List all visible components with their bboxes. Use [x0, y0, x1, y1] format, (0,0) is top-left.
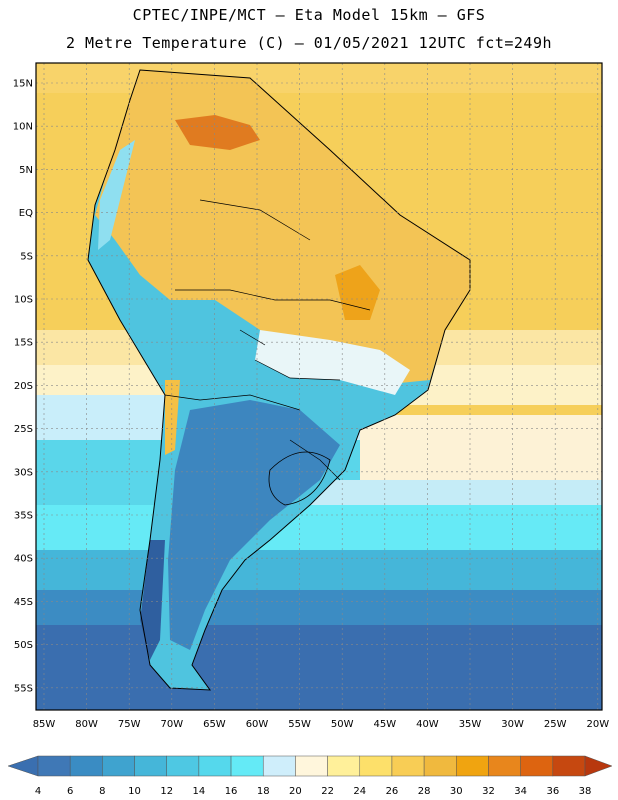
colorbar-swatch: [262, 755, 296, 777]
chart-subtitle: 2 Metre Temperature (C) – 01/05/2021 12U…: [65, 34, 553, 52]
amazon-warm: [95, 70, 470, 385]
lat-label: 45S: [14, 597, 33, 608]
colorbar-tick-label: 30: [450, 786, 463, 797]
atacama-warm: [165, 380, 180, 455]
pantanal-cool: [255, 330, 410, 395]
colorbar-tick-label: 14: [193, 786, 206, 797]
lon-label: 60W: [246, 719, 269, 730]
colorbar-swatch: [423, 755, 457, 777]
latitude-labels: 15N 10N 5N EQ 5S 10S 15S 20S 25S 30S 35S 40S 45S 50S 5…: [13, 79, 33, 695]
colorbar-swatch: [552, 755, 586, 777]
lat-label: 40S: [14, 554, 33, 565]
colorbar-swatch: [456, 755, 489, 777]
lat-label: 15S: [14, 338, 33, 349]
lon-label: 50W: [331, 719, 354, 730]
colorbar-swatch: [488, 755, 521, 777]
colorbar-low-arrow: [7, 755, 39, 777]
venezuela-hot: [175, 115, 260, 150]
colorbar-swatch: [230, 755, 264, 777]
lat-label: 15N: [13, 79, 33, 90]
colorbar-swatch: [37, 755, 71, 777]
lon-label: 25W: [544, 719, 567, 730]
colombia-andes: [98, 140, 135, 250]
colorbar-swatch: [391, 755, 425, 777]
colorbar-tick-label: 24: [353, 786, 366, 797]
lat-label: 5S: [20, 251, 33, 262]
cyan-band: [36, 505, 602, 555]
uruguay-lagoon: [268, 451, 331, 506]
colorbar-swatch: [295, 755, 328, 777]
lon-label: 20W: [586, 719, 609, 730]
colorbar-tick-label: 28: [418, 786, 431, 797]
colorbar-tick-label: 22: [321, 786, 334, 797]
grid-lines: [36, 63, 602, 710]
temperature-field: [36, 63, 602, 710]
lon-label: 65W: [203, 719, 226, 730]
country-borders: [164, 199, 371, 481]
north-band: [36, 63, 602, 93]
southern-band: [36, 625, 602, 710]
colorbar-tick-label: 8: [99, 786, 105, 797]
lat-label: 55S: [14, 683, 33, 694]
longitude-labels: 85W 80W 75W 70W 65W 60W 55W 50W 45W 40W 35W 30W 25W 2…: [33, 719, 610, 730]
lon-label: 80W: [75, 719, 98, 730]
brazil-hot: [335, 265, 380, 320]
colorbar-tick-label: 26: [386, 786, 399, 797]
colorbar-tick-label: 6: [67, 786, 73, 797]
map-frame: [35, 62, 603, 711]
colorbar-tick-label: 16: [225, 786, 238, 797]
lat-label: 10S: [14, 295, 33, 306]
lat-label: 30S: [14, 467, 33, 478]
lon-label: 30W: [501, 719, 524, 730]
lat-label: 5N: [19, 165, 33, 176]
andes-cold: [140, 540, 165, 660]
colorbar-tick-label: 12: [160, 786, 173, 797]
colorbar-tick-label: 32: [482, 786, 495, 797]
lat-label: 50S: [14, 640, 33, 651]
colorbar-swatch: [359, 755, 393, 777]
lon-label: 45W: [373, 719, 396, 730]
lat-label: EQ: [19, 208, 33, 219]
lon-label: 85W: [33, 719, 56, 730]
lon-label: 40W: [416, 719, 439, 730]
temperature-map: 15N 10N 5N EQ 5S 10S 15S 20S 25S 30S 35S 40S 45S 50S 5…: [13, 62, 610, 730]
colorbar-tick-label: 20: [289, 786, 302, 797]
teal-band: [36, 550, 602, 595]
colorbar-tick-label: 34: [514, 786, 527, 797]
colorbar-tick-label: 4: [35, 786, 41, 797]
colorbar-swatch: [166, 755, 200, 777]
lon-label: 35W: [459, 719, 482, 730]
lon-label: 70W: [160, 719, 183, 730]
colorbar-high-arrow: [584, 755, 613, 777]
chart-title: CPTEC/INPE/MCT – Eta Model 15km – GFS: [132, 6, 486, 24]
colorbar-swatch: [198, 755, 232, 777]
colorbar-swatch: [327, 755, 361, 777]
lat-label: 25S: [14, 424, 33, 435]
lat-label: 20S: [14, 381, 33, 392]
blue-band: [36, 590, 602, 630]
colorbar-tick-label: 18: [257, 786, 270, 797]
colorbar-swatch: [520, 755, 554, 777]
colorbar-swatch: [69, 755, 103, 777]
colorbar-tick-label: 36: [546, 786, 559, 797]
lon-label: 55W: [288, 719, 311, 730]
colorbar-tick-label: 38: [579, 786, 592, 797]
lat-label: 35S: [14, 511, 33, 522]
colorbar-swatch: [134, 755, 167, 777]
colorbar-swatch: [102, 755, 135, 777]
lat-label: 10N: [13, 122, 33, 133]
colorbar-tick-label: 10: [128, 786, 141, 797]
colorbar: 4 6 8 10 12 14 16 18 20 22 24 26 28 30 32 34 36 38: [7, 755, 613, 797]
pampas-cold: [168, 400, 340, 650]
lon-label: 75W: [118, 719, 141, 730]
